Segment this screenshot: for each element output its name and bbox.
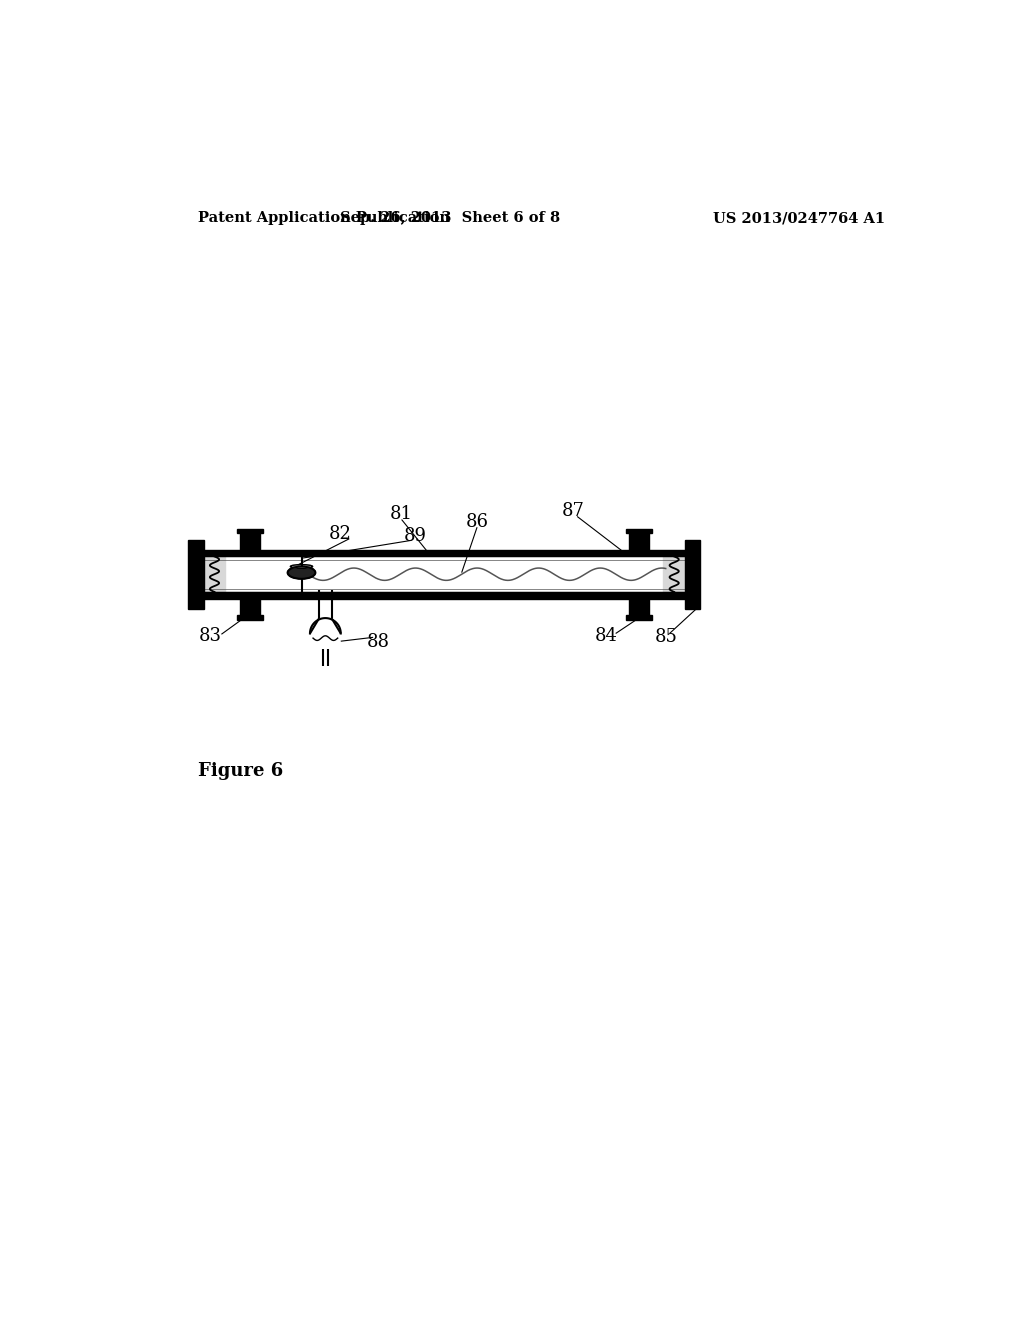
Bar <box>204 591 685 599</box>
Text: 82: 82 <box>329 525 351 543</box>
Bar <box>664 557 685 591</box>
Text: 84: 84 <box>595 627 617 644</box>
Bar <box>629 533 649 552</box>
Text: Figure 6: Figure 6 <box>199 762 284 780</box>
Text: 88: 88 <box>367 634 390 651</box>
Text: 86: 86 <box>466 513 488 531</box>
Ellipse shape <box>288 566 315 578</box>
Bar <box>204 549 685 599</box>
Bar <box>626 529 652 533</box>
Bar <box>626 615 652 619</box>
Bar <box>240 597 260 615</box>
Bar <box>188 540 204 609</box>
Text: 85: 85 <box>655 628 678 647</box>
Bar <box>629 597 649 615</box>
Text: 89: 89 <box>403 527 427 545</box>
Text: 81: 81 <box>390 506 413 523</box>
Text: Sep. 26, 2013  Sheet 6 of 8: Sep. 26, 2013 Sheet 6 of 8 <box>340 211 560 226</box>
Text: 87: 87 <box>562 502 585 520</box>
Text: Patent Application Publication: Patent Application Publication <box>199 211 451 226</box>
Bar <box>204 557 225 591</box>
Bar <box>204 549 685 557</box>
Bar <box>685 540 700 609</box>
Ellipse shape <box>291 565 312 569</box>
Bar <box>237 529 263 533</box>
Text: US 2013/0247764 A1: US 2013/0247764 A1 <box>713 211 885 226</box>
Bar <box>240 533 260 552</box>
Text: 83: 83 <box>199 627 221 644</box>
Bar <box>237 615 263 619</box>
